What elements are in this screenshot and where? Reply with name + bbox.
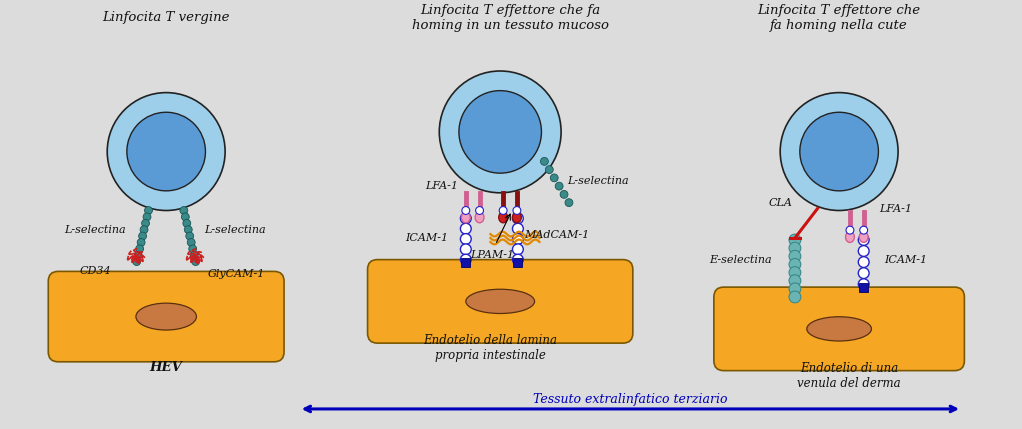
Ellipse shape <box>780 93 898 211</box>
Circle shape <box>189 245 196 253</box>
Circle shape <box>565 199 573 207</box>
Text: Endotelio di una
venula del derma: Endotelio di una venula del derma <box>797 362 900 390</box>
Bar <box>461 258 470 267</box>
Circle shape <box>512 244 523 255</box>
Circle shape <box>512 223 523 234</box>
Ellipse shape <box>439 71 561 193</box>
Circle shape <box>789 267 801 278</box>
Circle shape <box>137 239 145 246</box>
Text: CLA: CLA <box>769 198 792 208</box>
Text: Endotelio della lamina
propria intestinale: Endotelio della lamina propria intestina… <box>423 334 557 362</box>
Text: Linfocita T effettore che fa
homing in un tessuto mucoso: Linfocita T effettore che fa homing in u… <box>412 4 608 32</box>
Circle shape <box>789 251 801 262</box>
Ellipse shape <box>475 212 484 223</box>
Bar <box>513 258 522 267</box>
Ellipse shape <box>845 232 854 242</box>
Ellipse shape <box>459 91 542 173</box>
Circle shape <box>789 259 801 270</box>
Circle shape <box>143 213 151 221</box>
Circle shape <box>512 254 523 265</box>
Circle shape <box>460 233 471 245</box>
Text: ICAM-1: ICAM-1 <box>405 233 448 243</box>
Circle shape <box>512 213 523 224</box>
Circle shape <box>144 207 152 214</box>
Circle shape <box>858 268 869 278</box>
Circle shape <box>546 166 553 174</box>
Circle shape <box>180 207 188 214</box>
Ellipse shape <box>860 232 868 242</box>
Circle shape <box>136 245 143 253</box>
Circle shape <box>560 190 568 198</box>
Circle shape <box>186 232 194 240</box>
Ellipse shape <box>800 112 879 191</box>
Circle shape <box>140 226 148 233</box>
Circle shape <box>181 213 189 221</box>
Circle shape <box>550 174 558 182</box>
Circle shape <box>192 258 199 266</box>
Text: HEV: HEV <box>150 361 183 374</box>
Ellipse shape <box>107 93 225 211</box>
Text: LFA-1: LFA-1 <box>425 181 458 191</box>
Circle shape <box>460 213 471 224</box>
Circle shape <box>860 226 868 234</box>
Text: GlyCAM-1: GlyCAM-1 <box>208 269 266 279</box>
Text: Linfocita T effettore che
fa homing nella cute: Linfocita T effettore che fa homing nell… <box>757 4 921 32</box>
Circle shape <box>475 207 483 214</box>
Ellipse shape <box>499 212 508 223</box>
Text: CD34: CD34 <box>80 266 111 276</box>
Text: LFA-1: LFA-1 <box>880 203 913 214</box>
Text: L-selectina: L-selectina <box>204 225 266 235</box>
Bar <box>860 283 868 292</box>
Circle shape <box>789 234 801 246</box>
Circle shape <box>460 244 471 255</box>
Circle shape <box>184 226 192 233</box>
Text: Tessuto extralinfatico terziario: Tessuto extralinfatico terziario <box>533 393 728 406</box>
Text: ICAM-1: ICAM-1 <box>884 255 928 265</box>
FancyBboxPatch shape <box>368 260 633 343</box>
Ellipse shape <box>136 303 196 330</box>
Ellipse shape <box>806 317 872 341</box>
Circle shape <box>134 251 142 259</box>
Circle shape <box>858 235 869 245</box>
Circle shape <box>183 219 191 227</box>
Circle shape <box>142 219 149 227</box>
Circle shape <box>555 182 563 190</box>
Circle shape <box>789 242 801 254</box>
Text: MAdCAM-1: MAdCAM-1 <box>524 230 590 240</box>
Circle shape <box>512 233 523 245</box>
Ellipse shape <box>461 212 470 223</box>
Circle shape <box>460 223 471 234</box>
Circle shape <box>789 275 801 287</box>
Circle shape <box>133 258 141 266</box>
Circle shape <box>499 207 507 214</box>
Circle shape <box>858 246 869 257</box>
Circle shape <box>858 257 869 267</box>
Circle shape <box>462 207 470 214</box>
Ellipse shape <box>512 212 521 223</box>
Text: Linfocita T vergine: Linfocita T vergine <box>102 12 230 24</box>
FancyBboxPatch shape <box>48 272 284 362</box>
Ellipse shape <box>466 289 535 314</box>
Circle shape <box>541 157 549 165</box>
Circle shape <box>513 207 521 214</box>
Text: LPAM-1: LPAM-1 <box>470 250 514 260</box>
Circle shape <box>139 232 146 240</box>
Ellipse shape <box>127 112 205 191</box>
Text: L-selectina: L-selectina <box>567 176 630 186</box>
Circle shape <box>187 239 195 246</box>
Circle shape <box>789 283 801 295</box>
Circle shape <box>858 279 869 290</box>
Circle shape <box>190 251 198 259</box>
FancyBboxPatch shape <box>714 287 965 371</box>
Text: L-selectina: L-selectina <box>64 225 127 235</box>
Circle shape <box>846 226 853 234</box>
Circle shape <box>789 291 801 303</box>
Text: E-selectina: E-selectina <box>709 255 773 265</box>
Circle shape <box>460 254 471 265</box>
